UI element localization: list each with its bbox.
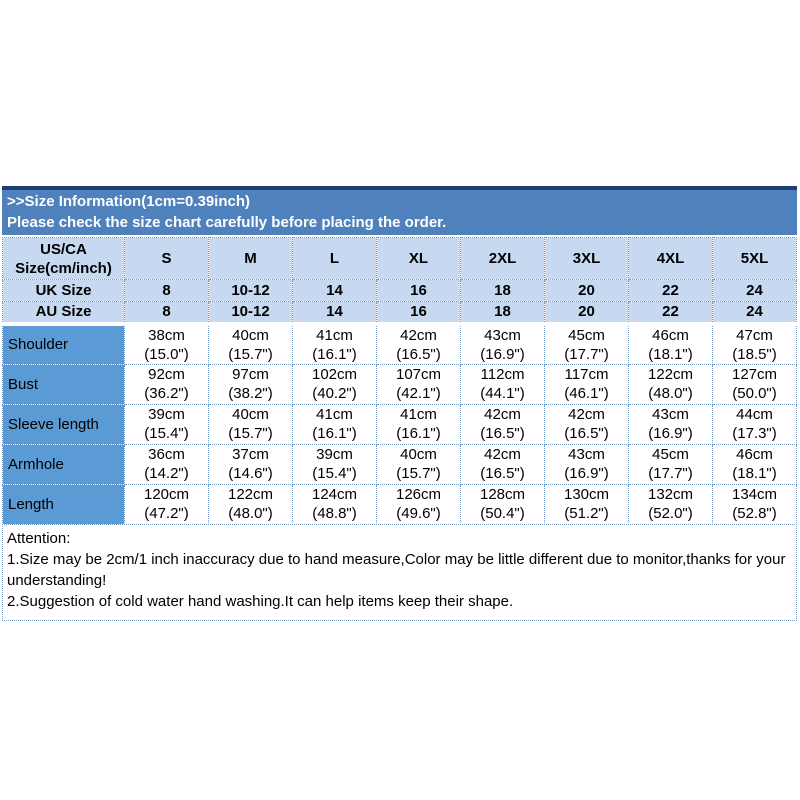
column-header-2xl: 2XL [460, 237, 545, 280]
au-size-cell: 16 [376, 301, 461, 326]
length-cell: 128cm (50.4") [460, 483, 545, 525]
bust-cell: 107cm (42.1") [376, 363, 461, 405]
uk-size-cell: 14 [292, 279, 377, 302]
size-chart-content: >>Size Information(1cm=0.39inch) Please … [2, 186, 797, 621]
sleeve-length-row: Sleeve length 39cm (15.4") 40cm (15.7") … [2, 403, 797, 445]
column-header-s: S [124, 237, 209, 280]
shoulder-row: Shoulder 38cm (15.0") 40cm (15.7") 41cm … [2, 323, 797, 365]
length-cell: 126cm (49.6") [376, 483, 461, 525]
sleeve-length-cell: 40cm (15.7") [208, 403, 293, 445]
armhole-cell: 46cm (18.1") [712, 443, 797, 485]
au-size-cell: 20 [544, 301, 629, 326]
banner-title: >>Size Information(1cm=0.39inch) [7, 193, 250, 210]
shoulder-cell: 41cm (16.1") [292, 323, 377, 365]
armhole-cell: 42cm (16.5") [460, 443, 545, 485]
armhole-cell: 36cm (14.2") [124, 443, 209, 485]
column-header-m: M [208, 237, 293, 280]
sleeve-length-cell: 39cm (15.4") [124, 403, 209, 445]
column-header-l: L [292, 237, 377, 280]
bust-row: Bust 92cm (36.2") 97cm (38.2") 102cm (40… [2, 363, 797, 405]
shoulder-cell: 46cm (18.1") [628, 323, 713, 365]
armhole-row: Armhole 36cm (14.2") 37cm (14.6") 39cm (… [2, 443, 797, 485]
corner-header: US/CA Size(cm/inch) [2, 237, 125, 280]
size-header-row: US/CA Size(cm/inch) S M L XL 2XL 3XL 4XL… [2, 237, 797, 280]
uk-size-cell: 16 [376, 279, 461, 302]
bust-cell: 117cm (46.1") [544, 363, 629, 405]
au-size-cell: 14 [292, 301, 377, 326]
bust-cell: 112cm (44.1") [460, 363, 545, 405]
sleeve-length-cell: 44cm (17.3") [712, 403, 797, 445]
banner-subtitle: Please check the size chart carefully be… [7, 214, 447, 231]
uk-size-cell: 10-12 [208, 279, 293, 302]
uk-size-cell: 20 [544, 279, 629, 302]
length-cell: 130cm (51.2") [544, 483, 629, 525]
bust-cell: 102cm (40.2") [292, 363, 377, 405]
au-size-cell: 18 [460, 301, 545, 326]
au-size-cell: 10-12 [208, 301, 293, 326]
bust-cell: 92cm (36.2") [124, 363, 209, 405]
armhole-cell: 39cm (15.4") [292, 443, 377, 485]
attention-box: Attention: 1.Size may be 2cm/1 inch inac… [2, 523, 797, 621]
bust-cell: 97cm (38.2") [208, 363, 293, 405]
column-header-3xl: 3XL [544, 237, 629, 280]
sleeve-length-label: Sleeve length [2, 403, 125, 445]
shoulder-label: Shoulder [2, 323, 125, 365]
sleeve-length-cell: 41cm (16.1") [376, 403, 461, 445]
length-cell: 122cm (48.0") [208, 483, 293, 525]
shoulder-cell: 45cm (17.7") [544, 323, 629, 365]
attention-title: Attention: [7, 529, 71, 547]
bust-cell: 122cm (48.0") [628, 363, 713, 405]
au-size-cell: 24 [712, 301, 797, 326]
size-info-banner: >>Size Information(1cm=0.39inch) Please … [2, 186, 797, 235]
sleeve-length-cell: 41cm (16.1") [292, 403, 377, 445]
uk-size-cell: 18 [460, 279, 545, 302]
length-row: Length 120cm (47.2") 122cm (48.0") 124cm… [2, 483, 797, 525]
sleeve-length-cell: 43cm (16.9") [628, 403, 713, 445]
shoulder-cell: 40cm (15.7") [208, 323, 293, 365]
shoulder-cell: 47cm (18.5") [712, 323, 797, 365]
uk-size-label: UK Size [2, 279, 125, 302]
sleeve-length-cell: 42cm (16.5") [460, 403, 545, 445]
length-cell: 132cm (52.0") [628, 483, 713, 525]
bust-cell: 127cm (50.0") [712, 363, 797, 405]
column-header-5xl: 5XL [712, 237, 797, 280]
size-table: US/CA Size(cm/inch) S M L XL 2XL 3XL 4XL… [2, 237, 797, 525]
attention-note-1: 1.Size may be 2cm/1 inch inaccuracy due … [7, 550, 786, 589]
bust-label: Bust [2, 363, 125, 405]
armhole-label: Armhole [2, 443, 125, 485]
armhole-cell: 37cm (14.6") [208, 443, 293, 485]
column-header-xl: XL [376, 237, 461, 280]
uk-size-cell: 22 [628, 279, 713, 302]
uk-size-row: UK Size 8 10-12 14 16 18 20 22 24 [2, 279, 797, 302]
length-cell: 120cm (47.2") [124, 483, 209, 525]
sleeve-length-cell: 42cm (16.5") [544, 403, 629, 445]
shoulder-cell: 38cm (15.0") [124, 323, 209, 365]
au-size-label: AU Size [2, 301, 125, 326]
au-size-row: AU Size 8 10-12 14 16 18 20 22 24 [2, 301, 797, 326]
armhole-cell: 43cm (16.9") [544, 443, 629, 485]
uk-size-cell: 8 [124, 279, 209, 302]
length-label: Length [2, 483, 125, 525]
shoulder-cell: 42cm (16.5") [376, 323, 461, 365]
au-size-cell: 8 [124, 301, 209, 326]
armhole-cell: 40cm (15.7") [376, 443, 461, 485]
uk-size-cell: 24 [712, 279, 797, 302]
au-size-cell: 22 [628, 301, 713, 326]
attention-note-2: 2.Suggestion of cold water hand washing.… [7, 592, 514, 610]
armhole-cell: 45cm (17.7") [628, 443, 713, 485]
column-header-4xl: 4XL [628, 237, 713, 280]
length-cell: 134cm (52.8") [712, 483, 797, 525]
length-cell: 124cm (48.8") [292, 483, 377, 525]
shoulder-cell: 43cm (16.9") [460, 323, 545, 365]
